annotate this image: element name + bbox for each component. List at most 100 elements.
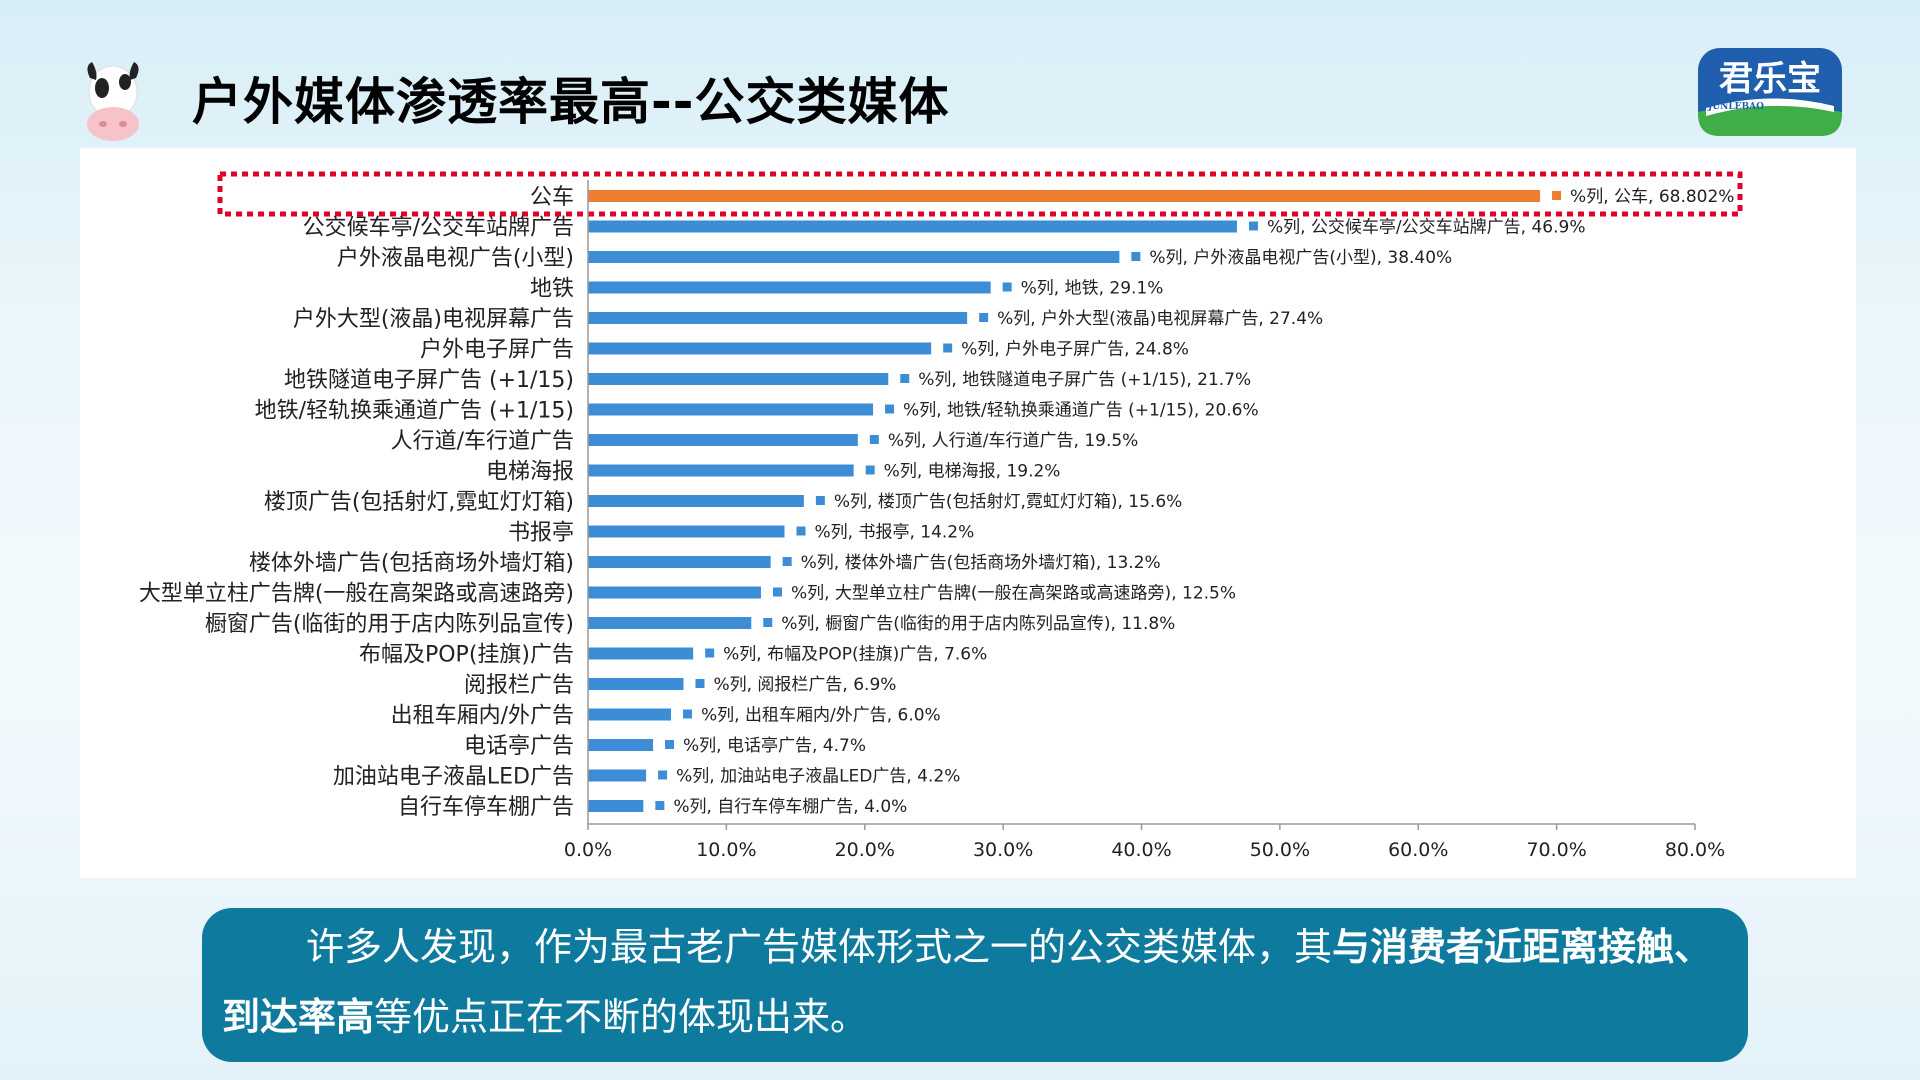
data-label-marker — [815, 496, 825, 505]
category-label: 楼体外墙广告(包括商场外墙灯箱) — [249, 551, 574, 576]
bar — [588, 769, 647, 782]
category-label: 地铁 — [530, 277, 574, 302]
category-label: 公车 — [530, 185, 574, 210]
data-label-marker — [683, 709, 693, 719]
data-label-marker — [796, 526, 806, 536]
category-label: 电话亭广告 — [464, 734, 574, 759]
data-label: %列, 楼体外墙广告(包括商场外墙灯箱), 13.2% — [801, 553, 1161, 573]
bar — [588, 190, 1541, 202]
category-label: 电梯海报 — [486, 460, 574, 485]
x-tick-label: 40.0% — [1111, 839, 1171, 861]
category-label: 户外电子屏广告 — [420, 338, 574, 363]
logo-brand-text: 君乐宝 — [1719, 59, 1821, 99]
bar — [588, 647, 694, 660]
data-label: %列, 地铁, 29.1% — [1021, 279, 1164, 299]
category-label: 阅报栏广告 — [464, 673, 574, 698]
caption-bold-text: 与消费者近距离接触、到达率高 — [222, 925, 1713, 1039]
data-label: %列, 电梯海报, 19.2% — [884, 462, 1061, 482]
data-label: %列, 电话亭广告, 4.7% — [683, 736, 866, 756]
x-tick-label: 50.0% — [1250, 839, 1310, 861]
x-tick-label: 60.0% — [1388, 839, 1448, 861]
data-label-marker — [658, 770, 668, 780]
data-label-marker — [900, 374, 910, 383]
data-label: %列, 加油站电子液晶LED广告, 4.2% — [676, 767, 960, 787]
data-label-marker — [869, 435, 879, 444]
data-label: %列, 布幅及POP(挂旗)广告, 7.6% — [723, 645, 987, 665]
category-label: 户外大型(液晶)电视屏幕广告 — [293, 307, 574, 332]
category-label: 书报亭 — [508, 521, 574, 546]
bar — [588, 403, 874, 416]
bar — [588, 617, 752, 629]
category-label: 自行车停车棚广告 — [398, 795, 574, 820]
bar — [588, 708, 672, 721]
category-label: 橱窗广告(临街的用于店内陈列品宣传) — [205, 612, 574, 637]
category-label: 出租车厢内/外广告 — [391, 704, 574, 729]
data-label-marker — [979, 313, 989, 322]
data-label: %列, 公车, 68.802% — [1570, 187, 1734, 207]
bar — [588, 281, 991, 294]
x-tick-label: 30.0% — [973, 839, 1033, 861]
chart-panel: %列, 公车, 68.802% 公车 %列, 公交候车亭/公交车站牌广告, 46.9… — [80, 148, 1856, 878]
data-label: %列, 大型单立柱广告牌(一般在高架路或高速路旁), 12.5% — [791, 584, 1236, 604]
data-label-marker — [885, 404, 895, 414]
bar-chart: %列, 公车, 68.802% 公车 %列, 公交候车亭/公交车站牌广告, 46.9… — [139, 171, 1743, 861]
logo-sub-text: JUNLEBAO — [1707, 102, 1764, 112]
bar — [588, 251, 1120, 263]
bar — [588, 800, 644, 812]
category-label: 地铁/轻轨换乘通道广告 (+1/15) — [255, 399, 574, 424]
caption-text-2: 等优点正在不断的体现出来。 — [374, 995, 869, 1039]
data-label-marker — [1248, 221, 1258, 231]
category-label: 布幅及POP(挂旗)广告 — [359, 643, 574, 668]
data-label-marker — [772, 587, 782, 597]
bar — [588, 220, 1237, 233]
data-label: %列, 地铁隧道电子屏广告 (+1/15), 21.7% — [918, 370, 1251, 390]
category-label: 大型单立柱广告牌(一般在高架路或高速路旁) — [139, 582, 574, 607]
category-label: 人行道/车行道广告 — [391, 429, 574, 454]
data-label: %列, 户外电子屏广告, 24.8% — [961, 340, 1189, 360]
data-label-marker — [865, 465, 875, 475]
x-tick-label: 70.0% — [1526, 839, 1586, 861]
bar — [588, 586, 761, 599]
category-label: 地铁隧道电子屏广告 (+1/15) — [284, 368, 574, 393]
caption-box: 许多人发现，作为最古老广告媒体形式之一的公交类媒体，其与消费者近距离接触、到达率… — [202, 908, 1748, 1062]
bar — [588, 525, 785, 538]
bar — [588, 678, 684, 690]
data-label-marker — [782, 557, 792, 566]
bar — [588, 373, 889, 385]
brand-logo: 君乐宝 JUNLEBAO — [1698, 48, 1842, 136]
bar — [588, 434, 858, 446]
highlight-box — [217, 171, 1743, 217]
category-label: 公交候车亭/公交车站牌广告 — [303, 216, 574, 241]
data-label-marker — [665, 740, 675, 749]
x-tick-label: 0.0% — [564, 839, 612, 861]
cow-mascot-icon — [87, 62, 139, 141]
data-label: %列, 户外液晶电视广告(小型), 38.40% — [1149, 248, 1452, 268]
x-tick-label: 80.0% — [1665, 839, 1725, 861]
data-label: %列, 阅报栏广告, 6.9% — [713, 675, 896, 695]
x-tick-label: 10.0% — [696, 839, 756, 861]
caption-text-1: 许多人发现，作为最古老广告媒体形式之一的公交类媒体，其 — [306, 925, 1333, 969]
data-label: %列, 书报亭, 14.2% — [814, 523, 974, 543]
data-label-marker — [1552, 191, 1562, 200]
category-label: 楼顶广告(包括射灯,霓虹灯灯箱) — [264, 490, 574, 515]
category-label: 加油站电子液晶LED广告 — [333, 765, 574, 790]
data-label: %列, 自行车停车棚广告, 4.0% — [673, 797, 907, 817]
data-label-marker — [763, 618, 773, 627]
bar — [588, 342, 932, 355]
page-title: 户外媒体渗透率最高--公交类媒体 — [192, 73, 950, 131]
data-label-marker — [1131, 252, 1141, 261]
data-label: %列, 户外大型(液晶)电视屏幕广告, 27.4% — [997, 309, 1323, 329]
data-label-marker — [943, 343, 953, 353]
data-label: %列, 公交候车亭/公交车站牌广告, 46.9% — [1267, 218, 1586, 238]
bar — [588, 495, 804, 507]
data-label: %列, 地铁/轻轨换乘通道广告 (+1/15), 20.6% — [903, 401, 1259, 421]
data-label: %列, 人行道/车行道广告, 19.5% — [888, 431, 1139, 451]
bar — [588, 464, 854, 477]
data-label-marker — [655, 801, 665, 810]
data-label-marker — [695, 679, 705, 688]
data-label-marker — [1002, 282, 1012, 292]
data-label: %列, 橱窗广告(临街的用于店内陈列品宣传), 11.8% — [781, 614, 1175, 634]
x-tick-label: 20.0% — [835, 839, 895, 861]
category-label: 户外液晶电视广告(小型) — [337, 246, 574, 271]
data-label: %列, 楼顶广告(包括射灯,霓虹灯灯箱), 15.6% — [834, 492, 1182, 512]
